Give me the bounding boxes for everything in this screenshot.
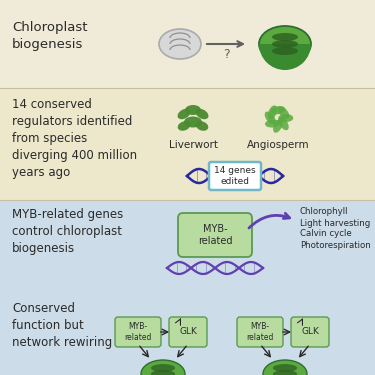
- Ellipse shape: [178, 121, 190, 131]
- Text: Chlorophyll: Chlorophyll: [300, 207, 348, 216]
- Text: Angiosperm: Angiosperm: [247, 140, 309, 150]
- Ellipse shape: [196, 121, 208, 131]
- Bar: [0, 0, 375, 88]
- Text: Light harvesting: Light harvesting: [300, 219, 370, 228]
- Ellipse shape: [263, 360, 307, 375]
- Ellipse shape: [273, 370, 297, 375]
- Text: MYB-related genes
control chloroplast
biogenesis: MYB-related genes control chloroplast bi…: [12, 208, 123, 255]
- Ellipse shape: [278, 106, 290, 118]
- Text: Photorespiration: Photorespiration: [300, 240, 371, 249]
- Ellipse shape: [272, 33, 298, 41]
- Ellipse shape: [268, 105, 277, 120]
- Ellipse shape: [151, 370, 175, 375]
- Ellipse shape: [273, 119, 283, 133]
- FancyBboxPatch shape: [115, 317, 161, 347]
- Ellipse shape: [272, 47, 298, 55]
- FancyBboxPatch shape: [169, 317, 207, 347]
- Ellipse shape: [272, 40, 298, 48]
- Ellipse shape: [195, 109, 208, 119]
- Text: Calvin cycle: Calvin cycle: [300, 230, 352, 238]
- Ellipse shape: [278, 114, 293, 122]
- FancyBboxPatch shape: [291, 317, 329, 347]
- Text: 14 conserved
regulators identified
from species
diverging 400 million
years ago: 14 conserved regulators identified from …: [12, 98, 137, 179]
- Text: MYB-
related: MYB- related: [124, 322, 152, 342]
- Text: 14 genes
edited: 14 genes edited: [214, 166, 256, 186]
- Text: MYB-
related: MYB- related: [246, 322, 274, 342]
- Ellipse shape: [265, 120, 280, 128]
- Text: Liverwort: Liverwort: [168, 140, 217, 150]
- Ellipse shape: [259, 26, 311, 62]
- Text: Chloroplast
biogenesis: Chloroplast biogenesis: [12, 21, 87, 51]
- FancyBboxPatch shape: [209, 162, 261, 190]
- Text: Conserved
function but
network rewiring: Conserved function but network rewiring: [12, 302, 112, 349]
- Wedge shape: [259, 44, 311, 70]
- Text: ?: ?: [223, 48, 229, 60]
- Text: GLK: GLK: [301, 327, 319, 336]
- Bar: [0, 200, 375, 375]
- Ellipse shape: [273, 364, 297, 372]
- Ellipse shape: [184, 117, 202, 128]
- FancyBboxPatch shape: [178, 213, 252, 257]
- Ellipse shape: [278, 117, 289, 130]
- Bar: [0, 88, 375, 200]
- Ellipse shape: [271, 106, 285, 114]
- Ellipse shape: [265, 111, 276, 125]
- Ellipse shape: [159, 29, 201, 59]
- FancyBboxPatch shape: [237, 317, 283, 347]
- Ellipse shape: [185, 105, 201, 115]
- Text: MYB-
related: MYB- related: [198, 224, 232, 246]
- Ellipse shape: [141, 360, 185, 375]
- Ellipse shape: [177, 109, 190, 119]
- Ellipse shape: [151, 364, 175, 372]
- Text: GLK: GLK: [179, 327, 197, 336]
